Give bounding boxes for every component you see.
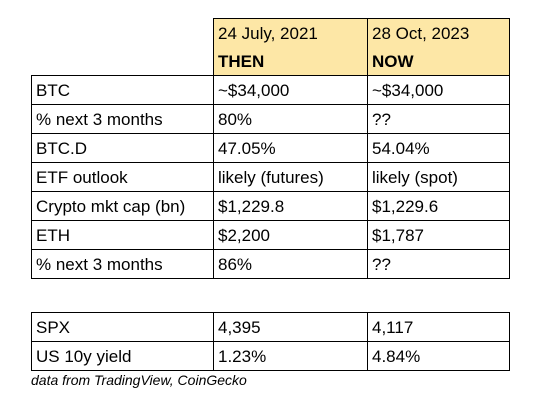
then-value-cell: $2,200 (213, 220, 368, 250)
metric-cell: Crypto mkt cap (bn) (31, 191, 214, 221)
then-value-cell: 47.05% (213, 133, 368, 163)
now-value-cell: $1,787 (367, 220, 510, 250)
then-value-cell: 1.23% (213, 341, 368, 371)
comparison-table: 24 July, 2021 28 Oct, 2023 THEN NOW BTC … (31, 18, 510, 279)
now-value-cell: 4.84% (367, 341, 510, 371)
table-row: ETH $2,200 $1,787 (31, 220, 510, 250)
metric-cell: SPX (31, 312, 214, 342)
source-footnote: data from TradingView, CoinGecko (31, 372, 247, 388)
now-date-header: 28 Oct, 2023 (367, 18, 510, 47)
metric-cell: US 10y yield (31, 341, 214, 371)
table-row: US 10y yield 1.23% 4.84% (31, 341, 510, 371)
table-row: Crypto mkt cap (bn) $1,229.8 $1,229.6 (31, 191, 510, 221)
metric-cell: ETF outlook (31, 162, 214, 192)
then-value-cell: 86% (213, 249, 368, 279)
header-date-row: 24 July, 2021 28 Oct, 2023 (32, 18, 510, 48)
then-value-cell: 80% (213, 104, 368, 134)
table-row: % next 3 months 86% ?? (31, 249, 510, 279)
table-row: SPX 4,395 4,117 (31, 312, 510, 342)
now-label-header: NOW (367, 47, 510, 76)
header-label-row: THEN NOW (32, 47, 510, 76)
metric-cell: % next 3 months (31, 104, 214, 134)
table-row: BTC ~$34,000 ~$34,000 (31, 75, 510, 105)
table-row: % next 3 months 80% ?? (31, 104, 510, 134)
table-row: ETF outlook likely (futures) likely (spo… (31, 162, 510, 192)
table-row: BTC.D 47.05% 54.04% (31, 133, 510, 163)
metric-cell: BTC.D (31, 133, 214, 163)
metric-cell: ETH (31, 220, 214, 250)
now-value-cell: ?? (367, 249, 510, 279)
then-value-cell: likely (futures) (213, 162, 368, 192)
then-value-cell: $1,229.8 (213, 191, 368, 221)
now-value-cell: $1,229.6 (367, 191, 510, 221)
now-value-cell: ~$34,000 (367, 75, 510, 105)
then-date-header: 24 July, 2021 (213, 18, 368, 47)
macro-table: SPX 4,395 4,117 US 10y yield 1.23% 4.84% (31, 312, 510, 371)
now-value-cell: 54.04% (367, 133, 510, 163)
then-label-header: THEN (213, 47, 368, 76)
now-value-cell: likely (spot) (367, 162, 510, 192)
now-value-cell: ?? (367, 104, 510, 134)
header-blank-cell (32, 47, 214, 76)
then-value-cell: ~$34,000 (213, 75, 368, 105)
metric-cell: % next 3 months (31, 249, 214, 279)
header-blank-cell (32, 19, 214, 48)
metric-cell: BTC (31, 75, 214, 105)
now-value-cell: 4,117 (367, 312, 510, 342)
then-value-cell: 4,395 (213, 312, 368, 342)
